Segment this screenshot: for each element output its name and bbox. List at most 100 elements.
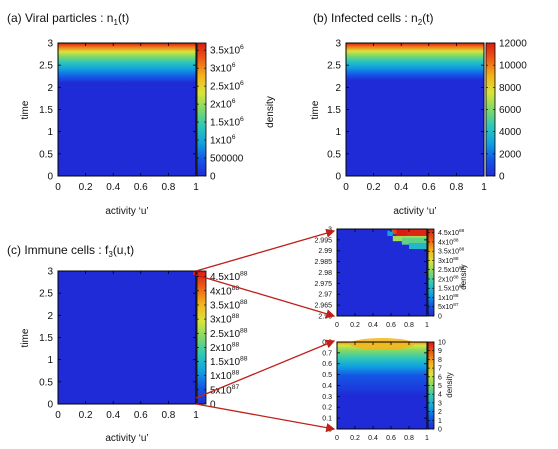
x-tick-label: 0.2: [350, 435, 360, 442]
colorbar-tick-label: 3x1088: [438, 256, 459, 265]
y-tick-label: 0: [47, 172, 53, 183]
colorbar-tick-exponent: 6: [240, 80, 244, 87]
y-tick-label: 0.4: [322, 383, 332, 390]
colorbar-tick-exponent: 88: [459, 228, 465, 234]
heatmap-zoom1-cell: [401, 237, 427, 245]
heatmap-c-base: [58, 271, 196, 404]
title-subscript: 1: [113, 18, 118, 27]
colorbar-tick-label: 8000: [499, 83, 522, 94]
colorbar-tick-exponent: 88: [453, 293, 459, 299]
colorbar-tick-label: 4: [438, 392, 442, 399]
colorbar-tick-exponent: 88: [232, 285, 240, 292]
zoom2-colorbar-label: density: [445, 372, 454, 397]
colorbar-tick-exponent: 87: [232, 384, 240, 391]
x-tick-label: 0.6: [386, 322, 396, 329]
colorbar-tick-exponent: 6: [232, 98, 236, 105]
colorbar-tick-label: 3x1088: [210, 313, 239, 326]
colorbar-tick-label: 4.5x1088: [438, 228, 465, 237]
colorbar-tick-label: 5x1087: [438, 302, 459, 311]
colorbar-tick-label: 1x1088: [438, 293, 459, 302]
x-tick-label: 1: [425, 435, 429, 442]
colorbar-tick-label: 500000: [210, 154, 244, 165]
colorbar-tick-label: 2: [438, 409, 442, 416]
zoom-arrow: [195, 339, 336, 399]
heatmap-zoom1-cell: [409, 242, 427, 250]
colorbar-tick-label: 0: [438, 313, 442, 320]
heatmap-c-peak: [193, 271, 196, 275]
colorbar-tick-label: 1.5x1088: [210, 356, 248, 369]
colorbar-tick-label: 10000: [499, 61, 527, 72]
colorbar-tick-label: 2.5x106: [210, 80, 244, 93]
colorbar-tick-label: 1x1088: [210, 370, 239, 383]
colorbar-tick-exponent: 88: [453, 256, 459, 262]
y-tick-label: 0.5: [39, 149, 53, 160]
heatmap-a-growth-band: [58, 43, 196, 83]
colorbar-tick-exponent: 88: [459, 247, 465, 253]
y-tick-label: 2: [335, 83, 341, 94]
colorbar-tick-label: 0: [438, 426, 442, 433]
y-tick-label: 0: [47, 400, 53, 411]
y-tick-label: 0.1: [322, 416, 332, 423]
zoom-arrow: [195, 403, 336, 433]
y-tick-label: 0.7: [322, 350, 332, 357]
x-tick-label: 0.8: [449, 182, 463, 193]
y-tick-label: 3: [335, 39, 341, 50]
x-tick-label: 0: [55, 182, 61, 193]
x-tick-label: 0: [335, 322, 339, 329]
panel-b-xlabel: activity ‘u’: [393, 206, 436, 217]
x-tick-label: 0.4: [394, 182, 408, 193]
heatmap-zoom1-cell: [387, 230, 393, 236]
y-tick-label: 1.5: [39, 333, 53, 344]
colorbar-tick-label: 4000: [499, 127, 522, 138]
colorbar-tick-exponent: 6: [232, 134, 236, 141]
colorbar-tick-exponent: 88: [459, 284, 465, 290]
y-tick-label: 2.99: [318, 248, 332, 255]
colorbar-tick-label: 2000: [499, 149, 522, 160]
colorbar-tick-exponent: 88: [459, 265, 465, 271]
colorbar-tick-exponent: 88: [232, 313, 240, 320]
x-tick-label: 0.2: [367, 182, 381, 193]
x-tick-label: 1: [481, 182, 487, 193]
y-tick-label: 2: [47, 311, 53, 322]
x-tick-label: 0.6: [422, 182, 436, 193]
colorbar-tick-label: 2x106: [210, 98, 236, 111]
x-tick-label: 0.2: [79, 182, 93, 193]
colorbar-tick-exponent: 88: [240, 299, 248, 306]
colorbar-tick-label: 3: [438, 400, 442, 407]
colorbar-tick-label: 6: [438, 374, 442, 381]
y-tick-label: 2.5: [39, 61, 53, 72]
colorbar-tick-label: 1: [438, 418, 442, 425]
colorbar-tick-label: 0: [210, 172, 216, 183]
colorbar-tick-label: 4.5x1088: [210, 271, 248, 284]
x-tick-label: 0: [55, 410, 61, 421]
colorbar-tick-label: 1x106: [210, 134, 236, 147]
zoom-arrow: [195, 274, 336, 319]
panel-b-title: (b) Infected cells : n2(t): [313, 11, 434, 27]
colorbar-tick-label: 7: [438, 366, 442, 373]
colorbar-tick-exponent: 88: [240, 327, 248, 334]
x-tick-label: 0.4: [106, 182, 120, 193]
x-tick-label: 0.2: [350, 322, 360, 329]
colorbar-tick-label: 10: [438, 339, 446, 346]
title-subscript: 2: [418, 18, 423, 27]
y-tick-label: 2.995: [314, 237, 332, 244]
y-tick-label: 1.5: [39, 105, 53, 116]
y-tick-label: 3: [47, 39, 53, 50]
zoom-arrow: [195, 228, 336, 272]
y-tick-label: 1: [47, 127, 53, 138]
panel-a-ylabel: time: [20, 100, 31, 119]
x-tick-label: 1: [193, 410, 199, 421]
colorbar-tick-label: 8: [438, 357, 442, 364]
x-tick-label: 0.8: [404, 435, 414, 442]
heatmap-zoom2-band: [337, 342, 427, 396]
y-tick-label: 2.5: [39, 289, 53, 300]
x-tick-label: 0: [335, 435, 339, 442]
x-tick-label: 0.2: [79, 410, 93, 421]
panel-a-xlabel: activity ‘u’: [105, 206, 148, 217]
y-tick-label: 3: [47, 267, 53, 278]
y-tick-label: 0.5: [322, 372, 332, 379]
y-tick-label: 1: [47, 355, 53, 366]
y-tick-label: 2.975: [314, 281, 332, 288]
x-tick-label: 1: [425, 322, 429, 329]
